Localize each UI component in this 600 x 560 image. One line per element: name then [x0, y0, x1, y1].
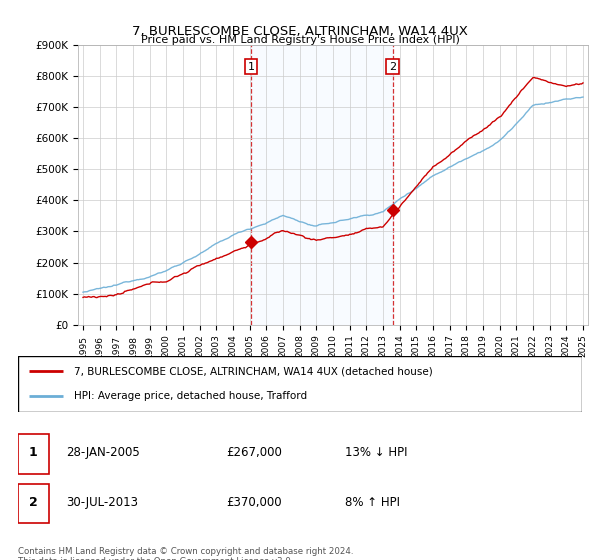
Text: HPI: Average price, detached house, Trafford: HPI: Average price, detached house, Traf…: [74, 391, 308, 401]
FancyBboxPatch shape: [18, 434, 49, 474]
Text: 30-JUL-2013: 30-JUL-2013: [66, 496, 138, 509]
Text: 1: 1: [247, 62, 254, 72]
Text: 2: 2: [389, 62, 396, 72]
Text: 8% ↑ HPI: 8% ↑ HPI: [345, 496, 400, 509]
Text: 7, BURLESCOMBE CLOSE, ALTRINCHAM, WA14 4UX (detached house): 7, BURLESCOMBE CLOSE, ALTRINCHAM, WA14 4…: [74, 366, 433, 376]
Text: 7, BURLESCOMBE CLOSE, ALTRINCHAM, WA14 4UX: 7, BURLESCOMBE CLOSE, ALTRINCHAM, WA14 4…: [132, 25, 468, 38]
FancyBboxPatch shape: [18, 483, 49, 524]
Text: 1: 1: [29, 446, 38, 459]
Text: Price paid vs. HM Land Registry's House Price Index (HPI): Price paid vs. HM Land Registry's House …: [140, 35, 460, 45]
Text: 2: 2: [29, 496, 38, 509]
FancyBboxPatch shape: [18, 356, 582, 412]
Text: £267,000: £267,000: [227, 446, 283, 459]
Bar: [251, 45, 392, 325]
Text: Contains HM Land Registry data © Crown copyright and database right 2024.
This d: Contains HM Land Registry data © Crown c…: [18, 547, 353, 560]
Text: 28-JAN-2005: 28-JAN-2005: [66, 446, 140, 459]
Text: 13% ↓ HPI: 13% ↓ HPI: [345, 446, 407, 459]
Text: £370,000: £370,000: [227, 496, 283, 509]
